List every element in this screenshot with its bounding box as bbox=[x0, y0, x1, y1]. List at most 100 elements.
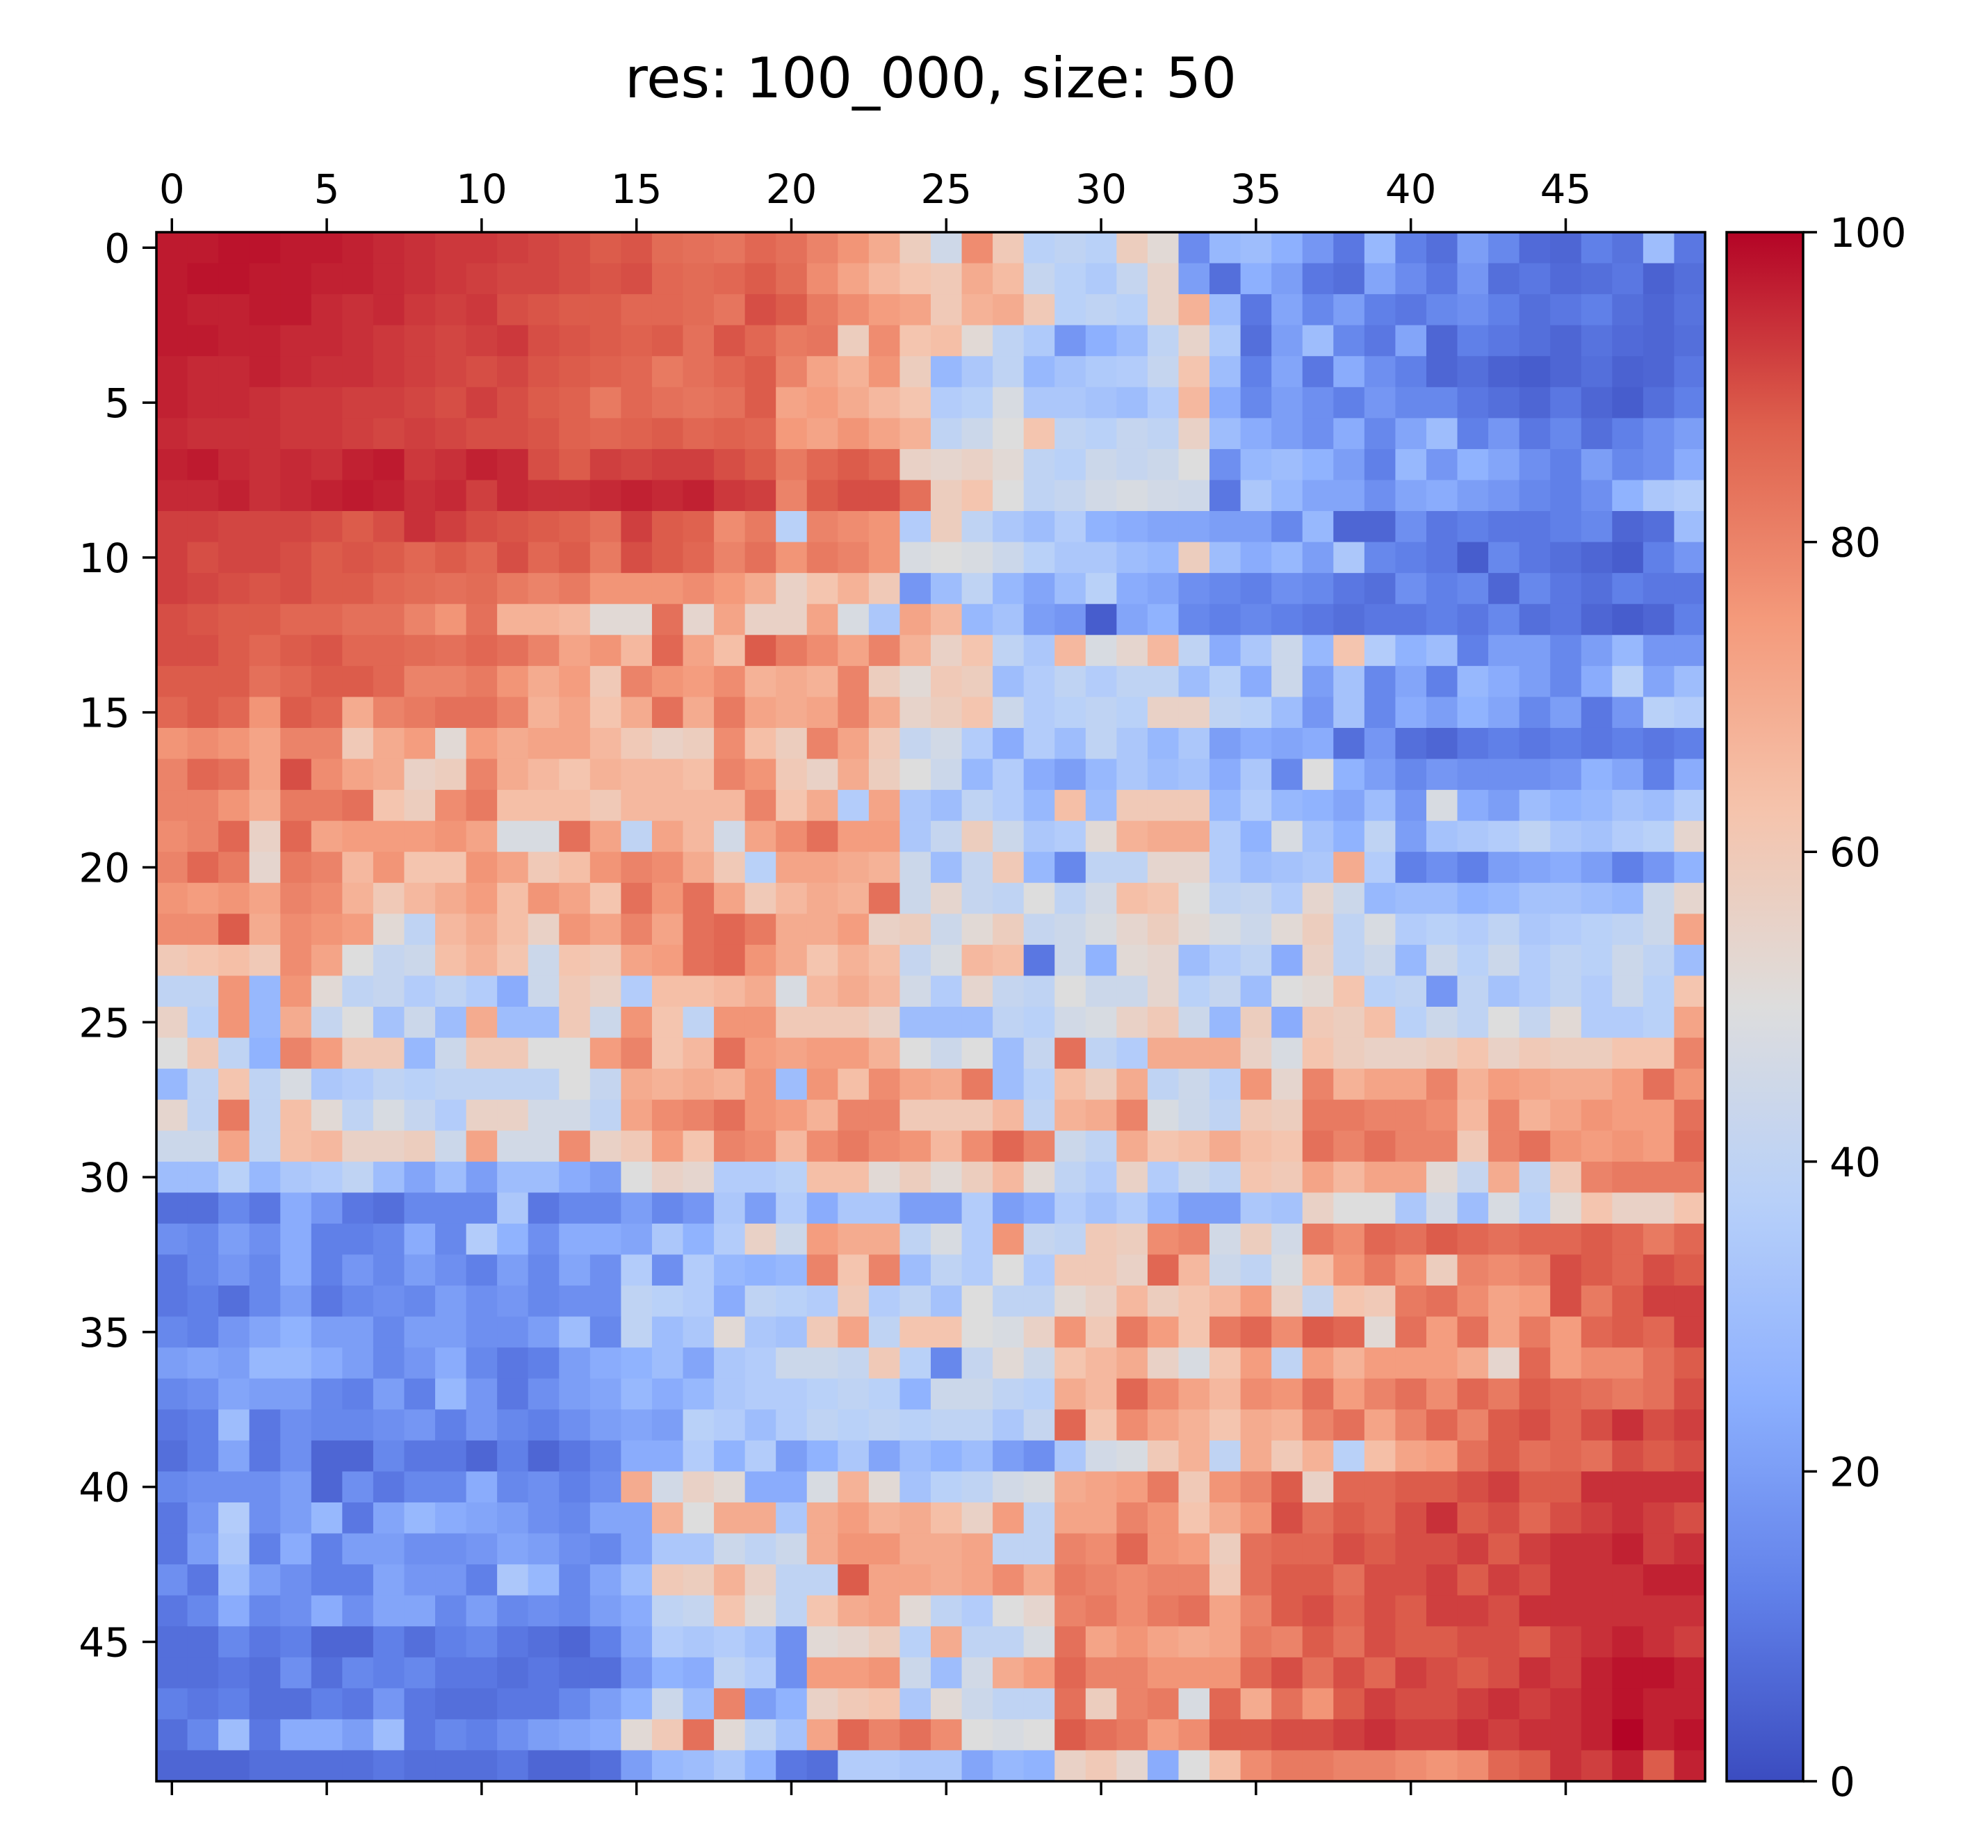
heatmap-cell bbox=[311, 665, 343, 697]
heatmap-cell bbox=[342, 1378, 374, 1410]
heatmap-cell bbox=[1302, 1347, 1334, 1379]
heatmap-cell bbox=[683, 1347, 715, 1379]
heatmap-cell bbox=[1581, 1440, 1613, 1472]
heatmap-cell bbox=[342, 387, 374, 419]
heatmap-cell bbox=[1209, 1440, 1241, 1472]
heatmap-cell bbox=[868, 1007, 901, 1039]
heatmap-cell bbox=[714, 697, 746, 729]
heatmap-cell bbox=[280, 820, 312, 852]
heatmap-cell bbox=[342, 727, 374, 760]
heatmap-cell bbox=[1364, 944, 1396, 977]
heatmap-cell bbox=[1643, 759, 1675, 791]
heatmap-cell bbox=[868, 852, 901, 884]
heatmap-cell bbox=[651, 759, 684, 791]
heatmap-cell bbox=[559, 603, 591, 635]
colorbar-gradient bbox=[1727, 232, 1803, 1781]
heatmap-cell bbox=[1302, 1069, 1334, 1101]
heatmap-cell bbox=[1457, 1254, 1489, 1286]
heatmap-cell bbox=[1240, 1069, 1272, 1101]
heatmap-cell bbox=[776, 1378, 808, 1410]
heatmap-cell bbox=[1550, 635, 1582, 667]
heatmap-cell bbox=[1674, 1750, 1706, 1782]
heatmap-cell bbox=[311, 882, 343, 914]
heatmap-cell bbox=[1054, 1502, 1086, 1534]
heatmap-cell bbox=[868, 1688, 901, 1720]
heatmap-cell bbox=[280, 852, 312, 884]
heatmap-cell bbox=[714, 263, 746, 295]
heatmap-cell bbox=[651, 480, 684, 512]
heatmap-cell bbox=[559, 882, 591, 914]
heatmap-cell bbox=[404, 1595, 436, 1627]
heatmap-cell bbox=[435, 1533, 467, 1565]
heatmap-cell bbox=[311, 1007, 343, 1039]
heatmap-cell bbox=[311, 1564, 343, 1596]
heatmap-cell bbox=[1085, 356, 1117, 388]
heatmap-cell bbox=[838, 480, 870, 512]
heatmap-cell bbox=[435, 1688, 467, 1720]
heatmap-cell bbox=[1147, 448, 1180, 481]
heatmap-cell bbox=[342, 1316, 374, 1348]
heatmap-cell bbox=[311, 1471, 343, 1503]
heatmap-cell bbox=[1240, 1130, 1272, 1162]
heatmap-cell bbox=[1085, 1007, 1117, 1039]
heatmap-cell bbox=[589, 1192, 621, 1224]
heatmap-cell bbox=[651, 1471, 684, 1503]
heatmap-cell bbox=[651, 727, 684, 760]
heatmap-cell bbox=[311, 820, 343, 852]
heatmap-cell bbox=[961, 759, 993, 791]
heatmap-cell bbox=[1488, 1254, 1520, 1286]
heatmap-cell bbox=[218, 325, 250, 357]
heatmap-cell bbox=[559, 1130, 591, 1162]
heatmap-cell bbox=[559, 1069, 591, 1101]
heatmap-cell bbox=[1209, 1471, 1241, 1503]
heatmap-cell bbox=[1054, 1223, 1086, 1256]
heatmap-cell bbox=[1023, 1533, 1055, 1565]
heatmap-cell bbox=[1147, 1347, 1180, 1379]
heatmap-cell bbox=[1643, 1502, 1675, 1534]
x-axis-top: 0 5 10 15 20 25 30 35 40 45 bbox=[159, 165, 1591, 1795]
heatmap-cell bbox=[1271, 914, 1303, 946]
heatmap-cell bbox=[714, 635, 746, 667]
heatmap-cell bbox=[1240, 1440, 1272, 1472]
heatmap-cell bbox=[156, 1409, 188, 1441]
heatmap-cell bbox=[993, 1007, 1025, 1039]
heatmap-cell bbox=[249, 790, 281, 822]
heatmap-cell bbox=[776, 820, 808, 852]
heatmap-cell bbox=[1271, 1533, 1303, 1565]
heatmap-cell bbox=[311, 1719, 343, 1751]
heatmap-cell bbox=[589, 387, 621, 419]
heatmap-cell bbox=[1178, 697, 1210, 729]
heatmap-cell bbox=[1333, 1037, 1365, 1069]
heatmap-cell bbox=[497, 1750, 529, 1782]
heatmap-cell bbox=[1054, 1007, 1086, 1039]
heatmap-cell bbox=[528, 387, 560, 419]
heatmap-cell bbox=[528, 263, 560, 295]
heatmap-cell bbox=[744, 1409, 776, 1441]
heatmap-cell bbox=[1240, 1037, 1272, 1069]
heatmap-cell bbox=[156, 635, 188, 667]
heatmap-cell bbox=[1550, 852, 1582, 884]
heatmap-cell bbox=[559, 480, 591, 512]
heatmap-cell bbox=[156, 790, 188, 822]
heatmap-cell bbox=[342, 914, 374, 946]
heatmap-cell bbox=[806, 1440, 838, 1472]
heatmap-frame bbox=[155, 231, 1706, 1783]
heatmap-cell bbox=[838, 325, 870, 357]
heatmap-cell bbox=[497, 1161, 529, 1193]
heatmap-cell bbox=[776, 1286, 808, 1318]
heatmap-cell bbox=[589, 294, 621, 326]
heatmap-cell bbox=[1519, 1161, 1551, 1193]
heatmap-cell bbox=[838, 727, 870, 760]
heatmap-cell bbox=[311, 1533, 343, 1565]
heatmap-cell bbox=[1271, 1440, 1303, 1472]
heatmap-cell bbox=[1550, 325, 1582, 357]
heatmap-cell bbox=[1364, 448, 1396, 481]
heatmap-cell bbox=[683, 882, 715, 914]
heatmap-cell bbox=[1302, 294, 1334, 326]
heatmap-cell bbox=[373, 727, 405, 760]
heatmap-cell bbox=[744, 1502, 776, 1534]
heatmap-cell bbox=[589, 603, 621, 635]
heatmap-cell bbox=[342, 852, 374, 884]
heatmap-cell bbox=[1612, 448, 1644, 481]
heatmap-cell bbox=[311, 1378, 343, 1410]
